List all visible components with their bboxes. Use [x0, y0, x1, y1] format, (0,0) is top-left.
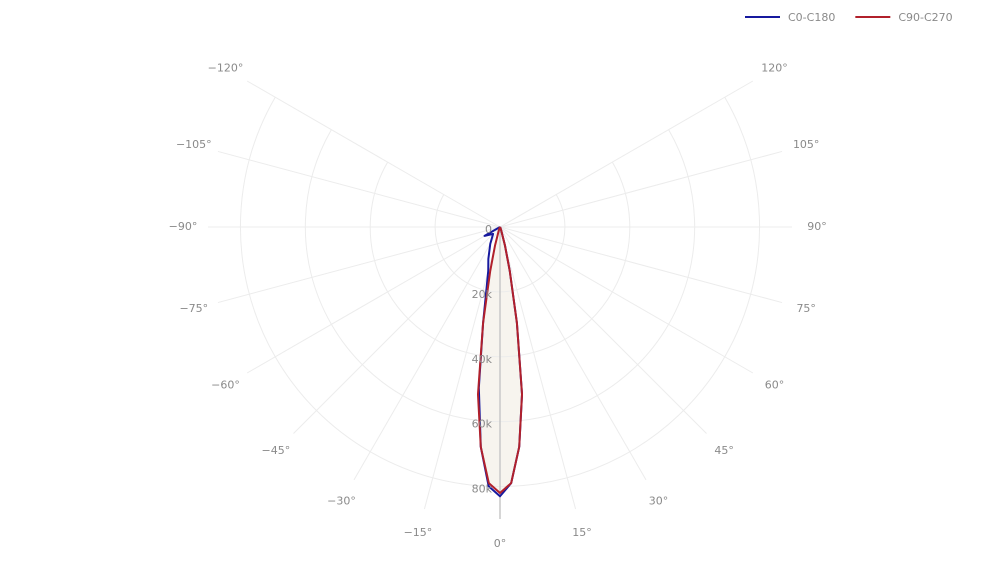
- angular-grid-line: [293, 226, 501, 434]
- angular-tick-label: −120°: [208, 62, 244, 75]
- angular-tick-label: 45°: [714, 444, 734, 457]
- angular-tick-label: 120°: [761, 62, 788, 75]
- angular-grid-line: [499, 226, 707, 434]
- angular-grid-line: [499, 226, 647, 481]
- angular-tick-label: 60°: [765, 379, 785, 392]
- angular-grid-line: [217, 226, 501, 304]
- radial-tick-label: 20k: [472, 288, 493, 301]
- angular-tick-label: −45°: [261, 444, 290, 457]
- angular-grid-line: [499, 226, 577, 510]
- radial-tick-label: 0: [485, 223, 492, 236]
- angular-tick-label: −60°: [211, 379, 240, 392]
- legend: C0-C180 C90-C270: [745, 11, 953, 24]
- angular-tick-label: −30°: [327, 495, 356, 508]
- angular-grid-line: [499, 226, 754, 374]
- angular-grid-line: [217, 150, 501, 228]
- angular-grid-line: [246, 80, 501, 228]
- angular-tick-label: 15°: [572, 526, 592, 539]
- radial-tick-label: 80k: [472, 483, 493, 496]
- angular-tick-label: 75°: [796, 302, 816, 315]
- legend-label: C0-C180: [788, 11, 835, 24]
- angular-tick-label: 105°: [793, 138, 820, 151]
- radial-tick-label: 60k: [472, 418, 493, 431]
- angular-tick-label: 30°: [649, 495, 669, 508]
- angular-tick-label: −90°: [169, 220, 198, 233]
- radial-tick-label: 40k: [472, 353, 493, 366]
- angular-tick-label: −105°: [176, 138, 212, 151]
- angular-grid-line: [353, 226, 501, 481]
- angular-tick-label: −75°: [179, 302, 208, 315]
- angular-grid-line: [499, 80, 754, 228]
- angular-grid-line: [499, 150, 783, 228]
- angular-grid-line: [246, 226, 501, 374]
- series-line: [476, 226, 524, 495]
- legend-label: C90-C270: [898, 11, 952, 24]
- angular-tick-label: 0°: [494, 537, 507, 550]
- angular-tick-label: 90°: [807, 220, 827, 233]
- angular-grid-line: [499, 226, 783, 304]
- angular-tick-label: −15°: [404, 526, 433, 539]
